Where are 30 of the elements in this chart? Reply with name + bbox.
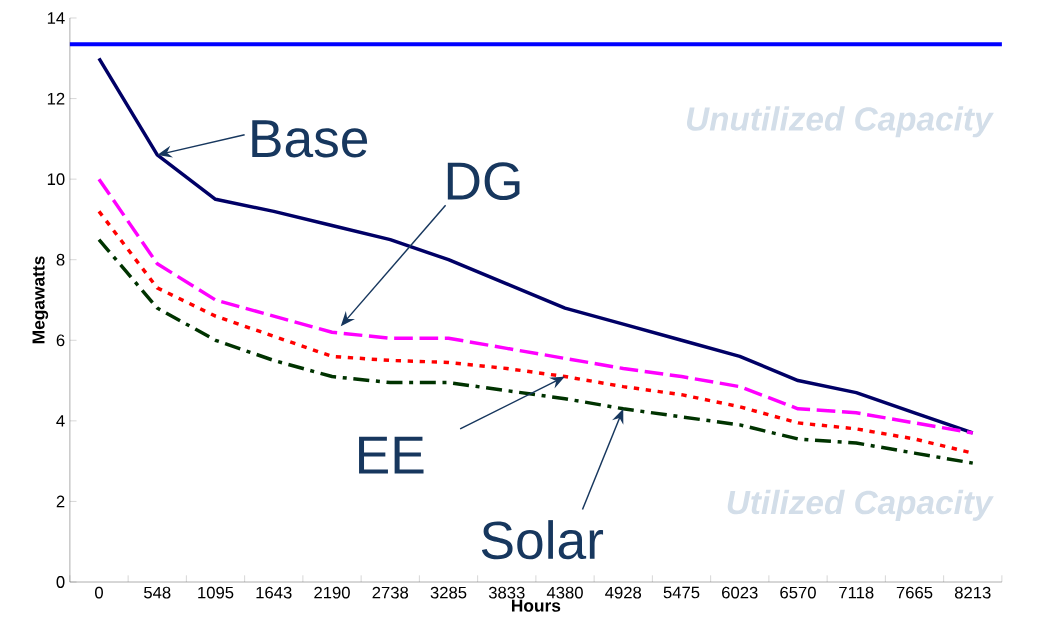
y-tick-label: 12 <box>47 92 65 105</box>
x-tick-label: 2190 <box>314 586 350 599</box>
y-tick-label: 2 <box>56 495 65 508</box>
annotation: Base <box>252 120 368 158</box>
y-tick-label: 4 <box>56 415 65 427</box>
x-tick-label: 3833 <box>488 586 525 599</box>
annotation: DG <box>447 162 520 201</box>
x-tick-label: 1095 <box>198 586 234 599</box>
x-tick-label: 3285 <box>430 586 467 599</box>
y-axis-title: Megawatts <box>32 256 49 344</box>
x-tick-label: 6570 <box>780 586 816 599</box>
y-tick-label: 6 <box>56 334 65 347</box>
annotation: EE <box>359 436 424 474</box>
x-tick-label: 548 <box>144 586 171 599</box>
x-tick-label: 4928 <box>605 586 642 599</box>
x-tick-label: 2738 <box>372 586 409 599</box>
x-tick-label: 8213 <box>954 586 991 599</box>
y-tick-label: 14 <box>47 12 65 24</box>
x-tick-label: 1643 <box>256 586 292 599</box>
x-tick-label: 7118 <box>839 586 874 599</box>
y-tick-label: 10 <box>47 173 65 186</box>
x-tick-label: 7665 <box>896 586 933 599</box>
y-tick-label: 8 <box>56 253 65 266</box>
annotation: Solar <box>481 520 604 560</box>
x-axis-title: Hours <box>511 599 561 612</box>
x-tick-label: 4380 <box>546 586 583 599</box>
x-tick-label: 6023 <box>722 586 758 599</box>
x-tick-label: 0 <box>95 586 103 599</box>
y-tick-label: 0 <box>56 576 65 588</box>
x-tick-label: 5475 <box>663 586 700 599</box>
